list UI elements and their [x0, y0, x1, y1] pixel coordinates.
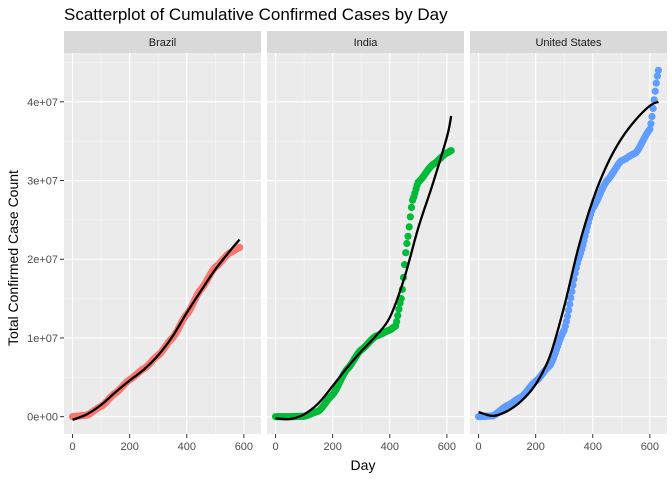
- data-point: [447, 147, 455, 155]
- data-point: [403, 239, 411, 248]
- data-point: [393, 317, 401, 326]
- x-tick-label: 600: [641, 441, 659, 453]
- data-point: [565, 306, 573, 314]
- data-point: [405, 223, 413, 231]
- x-tick-label: 0: [476, 441, 482, 453]
- data-point: [568, 287, 576, 296]
- panel-background: [267, 53, 464, 434]
- x-tick-label: 600: [235, 441, 253, 453]
- x-tick-label: 0: [70, 441, 76, 453]
- x-tick-label: 400: [584, 441, 602, 453]
- x-tick-label: 400: [381, 441, 399, 453]
- smooth-line: [275, 115, 453, 421]
- x-tick-label: 600: [438, 441, 456, 453]
- data-point: [652, 79, 660, 87]
- panel-background: [64, 53, 261, 434]
- facet-strip: [267, 31, 464, 53]
- data-point: [397, 295, 405, 303]
- data-point: [395, 305, 403, 313]
- y-tick-label: 3e+07: [27, 176, 58, 188]
- facet-strip-label: Brazil: [149, 37, 177, 49]
- y-tick-label: 4e+07: [27, 97, 58, 109]
- panel-united-states: United States 0 200 400 600: [470, 31, 667, 453]
- data-point: [235, 243, 244, 252]
- panel-background: [470, 53, 667, 434]
- data-point: [406, 213, 414, 221]
- x-tick-label: 200: [120, 441, 138, 453]
- data-point: [654, 66, 663, 74]
- data-point: [407, 203, 416, 212]
- data-point: [647, 120, 655, 128]
- data-point: [563, 312, 572, 320]
- smooth-line: [72, 238, 241, 421]
- x-tick-label: 400: [178, 441, 196, 453]
- x-tick-label: 200: [526, 441, 544, 453]
- panel-brazil: Brazil 0 200 400 600: [64, 31, 261, 453]
- panel-india: India 0 200 400 600: [267, 31, 464, 453]
- facet-strip-label: India: [354, 37, 379, 49]
- facet-strip: [470, 31, 667, 53]
- data-point: [566, 300, 574, 308]
- x-axis-title: Day: [351, 457, 376, 473]
- data-point: [401, 261, 409, 269]
- data-point: [567, 294, 575, 302]
- data-point: [648, 112, 656, 121]
- data-point: [394, 311, 402, 320]
- x-tick-label: 0: [273, 441, 279, 453]
- data-point: [646, 125, 654, 133]
- data-point: [651, 87, 659, 95]
- x-tick-label: 200: [323, 441, 341, 453]
- y-axis-title: Total Confirmed Case Count: [5, 170, 21, 346]
- data-point: [569, 281, 577, 289]
- y-tick-label: 1e+07: [27, 333, 58, 345]
- smooth-line: [478, 100, 659, 418]
- data-point: [402, 249, 410, 257]
- y-tick-label: 2e+07: [27, 254, 58, 266]
- chart-title: Scatterplot of Cumulative Confirmed Case…: [64, 5, 448, 24]
- data-point: [653, 72, 661, 80]
- data-point: [404, 232, 412, 240]
- facet-strip: [64, 31, 261, 53]
- facet-strip-label: United States: [535, 37, 602, 49]
- y-axis: 0e+00 1e+07 2e+07 3e+07 4e+07: [27, 97, 64, 424]
- y-tick-label: 0e+00: [27, 412, 58, 424]
- data-point: [649, 104, 657, 113]
